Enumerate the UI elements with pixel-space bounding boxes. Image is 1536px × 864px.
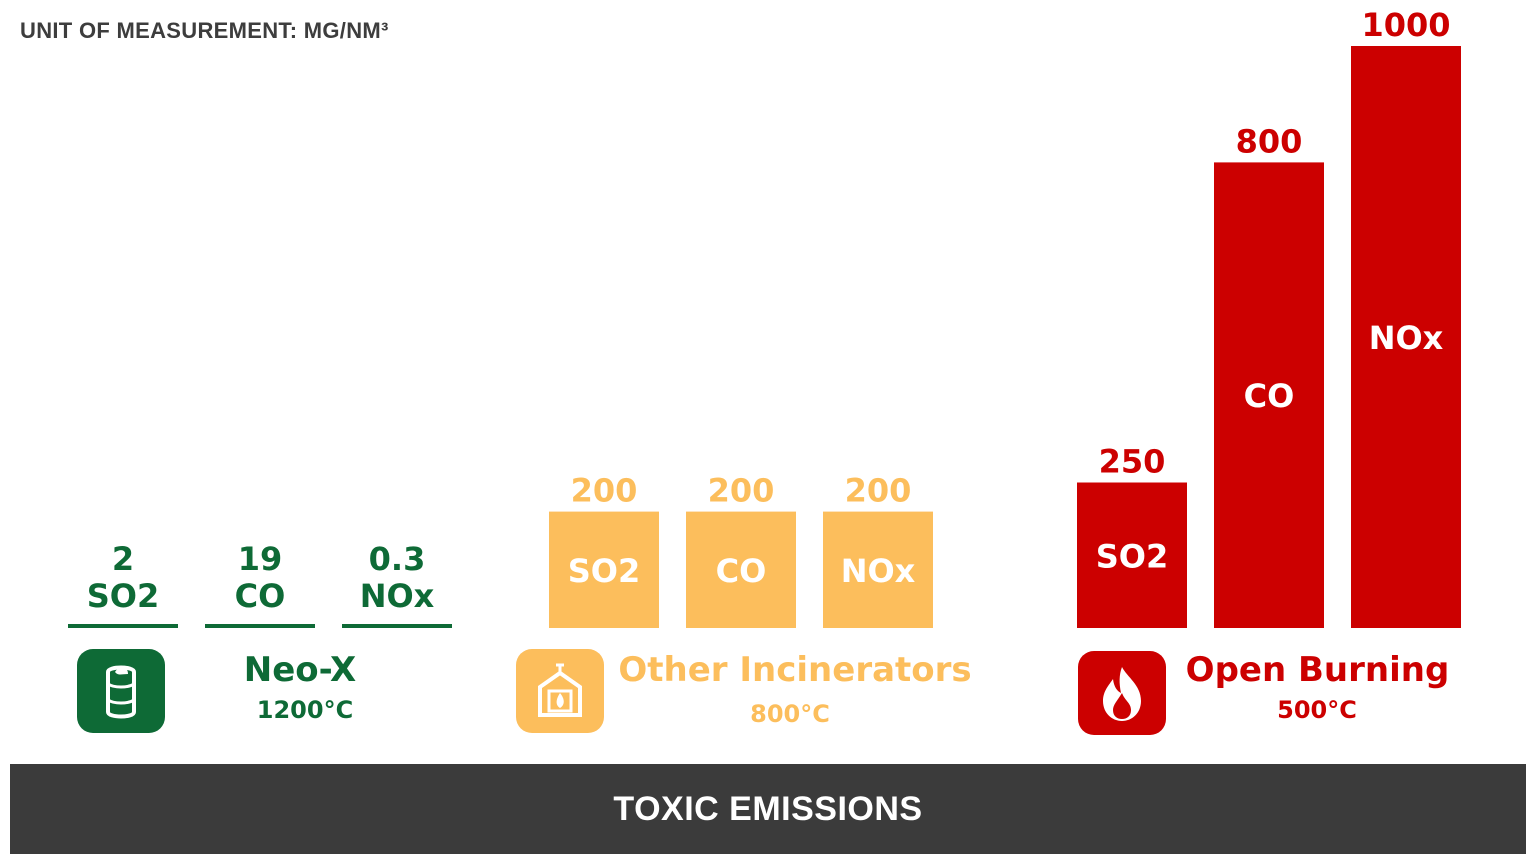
other-incinerators-nox-value-label: 200 [845, 472, 912, 510]
open-burning-nox-value-label: 1000 [1361, 6, 1450, 44]
footer-banner: TOXIC EMISSIONS [10, 764, 1526, 854]
other-incinerators-co-bar [686, 511, 796, 628]
neo-x-co-value-label: 19 [238, 540, 283, 578]
open-burning-title: Open Burning [1185, 650, 1450, 690]
open-burning-so2-category-label: SO2 [1096, 537, 1169, 575]
other-incinerators-nox-bar [823, 511, 933, 628]
neo-x-icon-box [77, 649, 165, 733]
other-incinerators-nox-category-label: NOx [841, 552, 916, 590]
other-incinerators-so2-bar [549, 511, 659, 628]
open-burning-so2-bar [1077, 482, 1187, 628]
neo-x-nox-category-label: NOx [360, 577, 435, 615]
footer-title: TOXIC EMISSIONS [613, 789, 923, 828]
other-incinerators-title: Other Incinerators [618, 650, 972, 690]
neo-x-temperature: 1200°C [256, 696, 354, 724]
other-incinerators-temperature: 800°C [750, 700, 830, 728]
unit-of-measurement-label: UNIT OF MEASUREMENT: MG/NM³ [20, 18, 389, 43]
neo-x-so2-value-label: 2 [112, 540, 134, 578]
neo-x-co-bar [205, 624, 315, 628]
open-burning-nox-category-label: NOx [1369, 319, 1444, 357]
neo-x-co-category-label: CO [235, 577, 286, 615]
open-burning-co-value-label: 800 [1236, 122, 1303, 160]
other-incinerators-so2-value-label: 200 [571, 472, 638, 510]
neo-x-so2-category-label: SO2 [87, 577, 160, 615]
open-burning-temperature: 500°C [1277, 696, 1357, 724]
incinerator-icon [538, 663, 582, 717]
neo-x-so2-bar [68, 624, 178, 628]
other-incinerators-co-value-label: 200 [708, 472, 775, 510]
open-burning-so2-value-label: 250 [1099, 443, 1166, 481]
other-incinerators-icon-box [516, 649, 604, 733]
open-burning-co-bar [1214, 162, 1324, 628]
emissions-bar-chart: 2SO219CO0.3NOx200SO2200CO200NOx250SO2800… [68, 6, 1461, 628]
open-burning-co-category-label: CO [1244, 377, 1295, 415]
fire-icon [1103, 667, 1141, 721]
other-incinerators-co-category-label: CO [716, 552, 767, 590]
neo-x-title: Neo-X [243, 650, 357, 690]
barrel-leaf-icon [106, 665, 136, 719]
open-burning-icon-box [1078, 651, 1166, 735]
neo-x-nox-bar [342, 624, 452, 628]
other-incinerators-so2-category-label: SO2 [568, 552, 641, 590]
neo-x-nox-value-label: 0.3 [369, 540, 426, 578]
open-burning-nox-bar [1351, 46, 1461, 628]
